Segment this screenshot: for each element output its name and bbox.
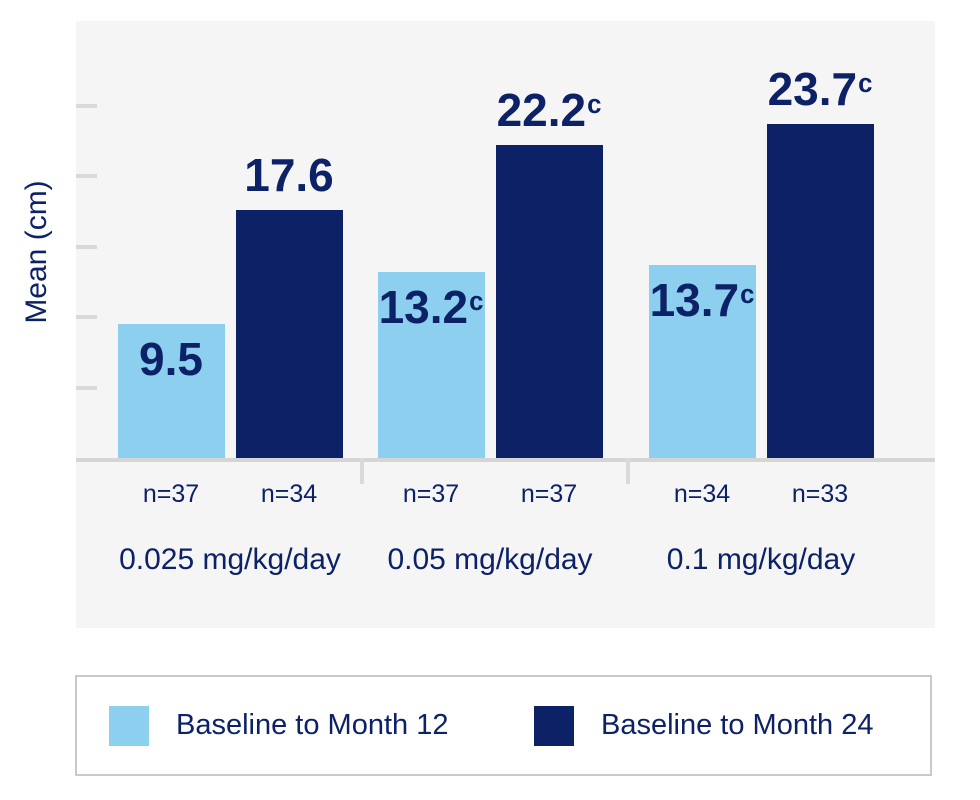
bar-month-24 xyxy=(235,210,343,458)
legend-label-month-24: Baseline to Month 24 xyxy=(601,709,874,741)
legend-swatch-month-12 xyxy=(109,705,149,746)
y-axis-tick xyxy=(76,103,97,108)
bar-month-24 xyxy=(766,124,874,458)
y-axis-title: Mean (cm) xyxy=(20,180,53,324)
y-axis-tick xyxy=(76,174,97,179)
legend: Baseline to Month 12 Baseline to Month 2… xyxy=(75,675,932,776)
bar-value-label: 17.6 xyxy=(244,149,334,201)
legend-label-month-12: Baseline to Month 12 xyxy=(176,709,449,741)
footnote-marker: c xyxy=(587,90,602,119)
bar-value-label: 9.5 xyxy=(139,333,203,385)
y-axis-tick xyxy=(76,385,97,390)
bar-month-12 xyxy=(377,272,485,458)
footnote-marker: c xyxy=(469,287,484,316)
bar-value-label: 13.2c xyxy=(378,281,484,333)
footnote-marker: c xyxy=(858,69,873,98)
bar-value-label: 13.7c xyxy=(649,274,755,326)
group-divider-tick xyxy=(626,458,630,484)
bar-value-label: 22.2c xyxy=(496,84,602,136)
n-count-label: n=37 xyxy=(402,480,460,508)
group-divider-tick xyxy=(360,458,364,484)
n-count-label: n=37 xyxy=(520,480,578,508)
n-count-label: n=33 xyxy=(791,480,849,508)
dose-group-label: 0.025 mg/kg/day xyxy=(119,543,341,576)
n-count-label: n=34 xyxy=(673,480,731,508)
y-axis-tick xyxy=(76,244,97,249)
x-axis-line xyxy=(76,458,935,462)
n-count-label: n=34 xyxy=(260,480,318,508)
bar-month-12 xyxy=(648,265,756,458)
n-count-label: n=37 xyxy=(142,480,200,508)
legend-item-month-12: Baseline to Month 12 xyxy=(109,677,448,774)
legend-swatch-month-24 xyxy=(534,705,574,746)
bar-month-24 xyxy=(495,145,603,458)
bar-month-12 xyxy=(117,324,225,458)
footnote-marker: c xyxy=(740,280,755,309)
bar-value-label: 23.7c xyxy=(767,63,873,115)
plot-area: 9.5 n=37 17.6 n=34 0.025 mg/kg/day 13.2c n=37 2… xyxy=(76,21,935,628)
legend-item-month-24: Baseline to Month 24 xyxy=(534,677,873,774)
dose-group-label: 0.1 mg/kg/day xyxy=(666,543,856,576)
y-axis-tick xyxy=(76,315,97,320)
dose-group-label: 0.05 mg/kg/day xyxy=(387,543,593,576)
